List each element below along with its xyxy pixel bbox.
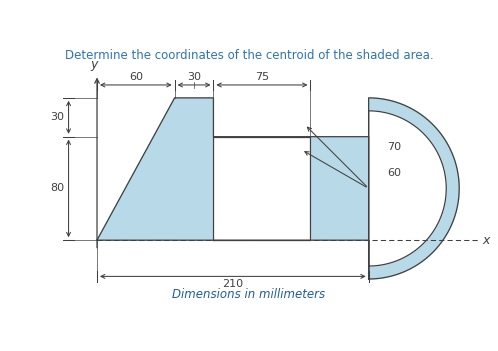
Text: 30: 30 [51, 112, 65, 122]
Text: 80: 80 [51, 184, 65, 193]
Text: 60: 60 [129, 72, 143, 82]
Polygon shape [369, 111, 446, 266]
Text: Dimensions in millimeters: Dimensions in millimeters [172, 288, 326, 301]
Text: 210: 210 [222, 279, 244, 289]
Text: 60: 60 [387, 167, 401, 178]
Polygon shape [97, 98, 369, 240]
Text: 70: 70 [387, 142, 401, 152]
Text: 30: 30 [187, 72, 201, 82]
Text: Determine the coordinates of the centroid of the shaded area.: Determine the coordinates of the centroi… [65, 49, 433, 62]
Text: y: y [91, 58, 98, 71]
Polygon shape [369, 98, 459, 279]
Text: 75: 75 [255, 72, 269, 82]
Text: x: x [483, 234, 490, 247]
Bar [214, 137, 310, 240]
